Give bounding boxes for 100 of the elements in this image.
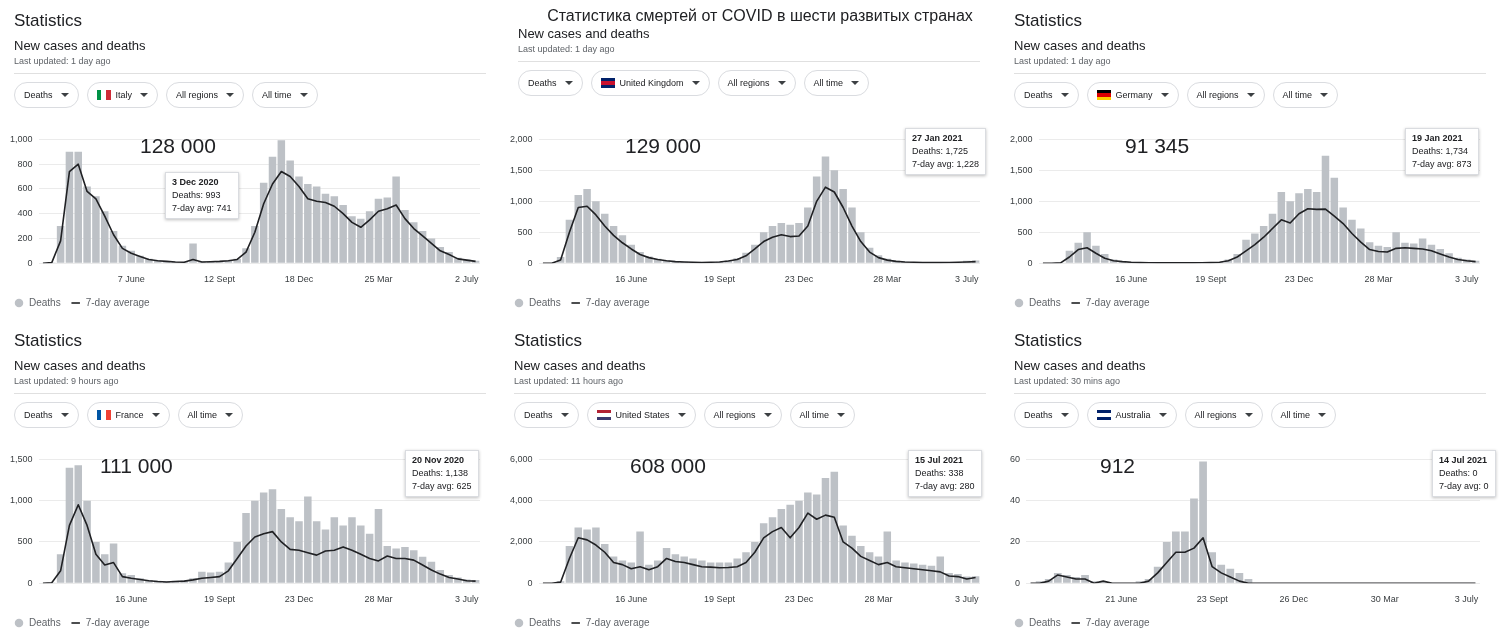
y-tick-label: 0 [527, 257, 533, 268]
annotation: Deaths: 0 [1439, 467, 1479, 480]
annotation: Deaths: 993 [172, 189, 222, 202]
text: All regions [1196, 90, 1239, 100]
y-tick-label: 40 [1010, 495, 1021, 506]
text: Last updated: 30 mins ago [1014, 376, 1486, 394]
y-tick-label: 1,000 [9, 495, 33, 506]
text: Australia [1115, 410, 1151, 420]
legend-label: Deaths [29, 296, 61, 308]
annotation: 15 Jul 2021 [915, 454, 965, 467]
annotation: 27 Jan 2021 [912, 132, 964, 145]
annotation: 7-day avg: 741 [172, 202, 232, 215]
chart-title: Statistics [14, 330, 84, 352]
y-tick-label: 6,000 [509, 453, 533, 464]
legend-label: 7-day average [85, 296, 151, 308]
annotation: 7-day avg: 625 [412, 480, 472, 493]
x-tick-label: 23 Dec [284, 594, 314, 605]
y-tick-label: 4,000 [509, 495, 533, 506]
y-tick-label: 1,000 [1009, 195, 1033, 206]
text: Last updated: 9 hours ago [14, 376, 486, 394]
x-tick-label: 28 Mar [1364, 274, 1393, 285]
x-tick-label: 28 Mar [364, 594, 393, 605]
legend-label: Deaths [29, 616, 61, 628]
x-tick-label: 16 June [115, 594, 148, 605]
chart-subtitle: New cases and deaths [1014, 38, 1147, 53]
x-tick-label: 16 June [615, 274, 648, 285]
text: Deaths [524, 410, 553, 420]
y-tick-label: 1,500 [509, 164, 533, 175]
chart-title: Statistics [1014, 10, 1084, 32]
annotation: Deaths: 338 [915, 467, 965, 480]
chart-subtitle: New cases and deaths [14, 38, 147, 53]
text: All regions [1194, 410, 1237, 420]
text: All time [262, 90, 292, 100]
legend-label: 7-day average [585, 296, 651, 308]
annotation: 7-day avg: 280 [915, 480, 975, 493]
y-tick-label: 2,000 [509, 133, 533, 144]
text: All time [187, 410, 218, 420]
x-tick-label: 3 July [455, 594, 480, 605]
text: Last updated: 1 day ago [518, 44, 980, 62]
annotation: 7-day avg: 1,228 [912, 158, 980, 171]
chart-subtitle: New cases and deaths [1014, 358, 1147, 373]
text: Germany [1115, 90, 1153, 100]
chart-subtitle: New cases and deaths [514, 358, 647, 373]
x-tick-label: 18 Dec [284, 274, 314, 285]
y-tick-label: 20 [1010, 536, 1021, 547]
x-tick-label: 7 June [117, 274, 145, 285]
text: United Kingdom [619, 78, 684, 88]
y-tick-label: 0 [27, 577, 33, 588]
x-tick-label: 3 July [1455, 274, 1480, 285]
annotation: 608 000 [630, 454, 706, 478]
y-tick-label: 600 [17, 183, 33, 194]
text: Last updated: 11 hours ago [514, 376, 986, 394]
legend-label: Deaths [1029, 296, 1061, 308]
text: Italy [115, 90, 133, 100]
legend-label: 7-day average [1085, 616, 1151, 628]
annotation: 7-day avg: 0 [1439, 480, 1489, 493]
text: Deaths [24, 410, 53, 420]
y-tick-label: 800 [17, 158, 33, 169]
y-tick-label: 1,000 [9, 133, 33, 144]
x-tick-label: 28 Mar [873, 274, 902, 285]
x-tick-label: 16 June [615, 594, 648, 605]
y-tick-label: 0 [1015, 577, 1021, 588]
text: United States [615, 410, 670, 420]
x-tick-label: 19 Sept [704, 594, 736, 605]
text: Deaths [528, 78, 557, 88]
x-tick-label: 30 Mar [1370, 594, 1399, 605]
y-tick-label: 500 [517, 226, 533, 237]
text: All regions [713, 410, 756, 420]
y-tick-label: 2,000 [509, 536, 533, 547]
x-tick-label: 2 July [455, 274, 480, 285]
y-tick-label: 60 [1010, 453, 1021, 464]
annotation: 91 345 [1125, 134, 1190, 158]
y-tick-label: 500 [1017, 226, 1033, 237]
text: All time [1282, 90, 1313, 100]
legend-label: 7-day average [585, 616, 651, 628]
text: All time [813, 78, 844, 88]
y-tick-label: 200 [17, 232, 33, 243]
x-tick-label: 23 Dec [784, 274, 814, 285]
annotation: 912 [1100, 454, 1136, 478]
y-tick-label: 0 [527, 577, 533, 588]
annotation: Deaths: 1,138 [412, 467, 470, 480]
text: All regions [176, 90, 219, 100]
chart-title: Статистика смертей от COVID в шести развитых странах [546, 6, 974, 26]
x-tick-label: 25 Mar [364, 274, 393, 285]
y-tick-label: 1,500 [9, 453, 33, 464]
chart-subtitle: New cases and deaths [14, 358, 147, 373]
y-tick-label: 0 [27, 257, 33, 268]
text: All time [799, 410, 830, 420]
text: All time [1280, 410, 1311, 420]
chart-subtitle: New cases and deaths [518, 26, 651, 41]
x-tick-label: 19 Sept [704, 274, 736, 285]
annotation: Deaths: 1,725 [912, 145, 970, 158]
x-tick-label: 23 Dec [1284, 274, 1314, 285]
text: Last updated: 1 day ago [1014, 56, 1486, 74]
x-tick-label: 26 Dec [1279, 594, 1309, 605]
x-tick-label: 19 Sept [1195, 274, 1227, 285]
x-tick-label: 23 Sept [1196, 594, 1229, 605]
y-tick-label: 400 [17, 208, 33, 219]
x-tick-label: 23 Dec [784, 594, 814, 605]
chart-title: Statistics [14, 10, 84, 32]
